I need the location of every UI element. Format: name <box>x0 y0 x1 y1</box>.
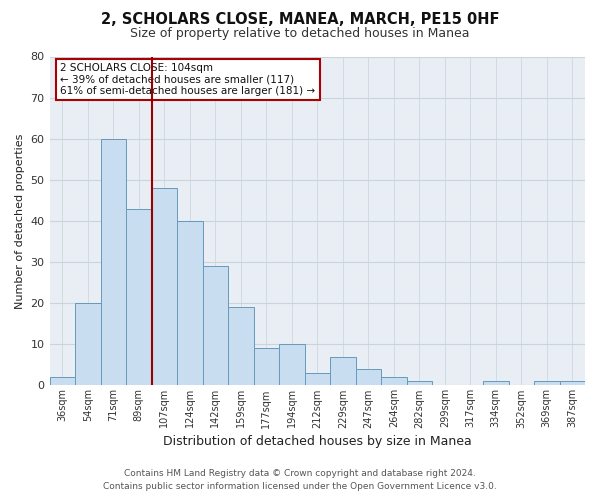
Bar <box>152 188 177 386</box>
Bar <box>483 382 509 386</box>
Bar <box>560 382 585 386</box>
Bar <box>203 266 228 386</box>
Y-axis label: Number of detached properties: Number of detached properties <box>15 134 25 308</box>
Text: Size of property relative to detached houses in Manea: Size of property relative to detached ho… <box>130 28 470 40</box>
Bar <box>305 373 330 386</box>
Bar <box>75 303 101 386</box>
Bar <box>101 138 126 386</box>
Text: Contains HM Land Registry data © Crown copyright and database right 2024.
Contai: Contains HM Land Registry data © Crown c… <box>103 469 497 491</box>
Bar <box>407 382 432 386</box>
Bar <box>228 308 254 386</box>
Bar <box>534 382 560 386</box>
Bar <box>330 356 356 386</box>
Bar <box>381 377 407 386</box>
Bar <box>279 344 305 386</box>
Bar <box>177 221 203 386</box>
Bar <box>356 369 381 386</box>
Text: 2, SCHOLARS CLOSE, MANEA, MARCH, PE15 0HF: 2, SCHOLARS CLOSE, MANEA, MARCH, PE15 0H… <box>101 12 499 28</box>
X-axis label: Distribution of detached houses by size in Manea: Distribution of detached houses by size … <box>163 434 472 448</box>
Bar <box>50 377 75 386</box>
Bar <box>254 348 279 386</box>
Bar <box>126 208 152 386</box>
Text: 2 SCHOLARS CLOSE: 104sqm
← 39% of detached houses are smaller (117)
61% of semi-: 2 SCHOLARS CLOSE: 104sqm ← 39% of detach… <box>60 63 316 96</box>
